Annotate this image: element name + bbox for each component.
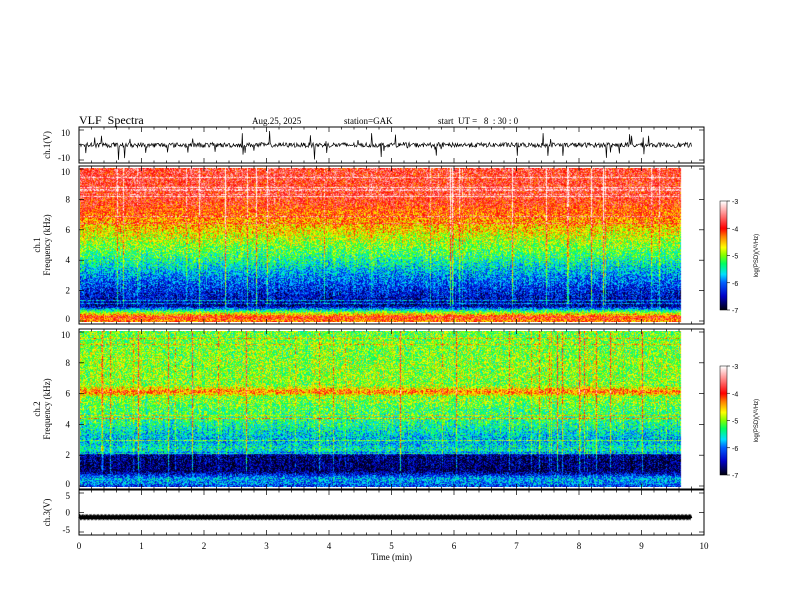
x-tick-label: 1 <box>139 541 144 551</box>
date-label: Aug.25, 2025 <box>252 116 302 126</box>
x-tick-label: 7 <box>514 541 519 551</box>
ch2-spectrogram-heatmap <box>80 331 693 487</box>
ch1-colorbar <box>720 201 727 310</box>
ch3-waveform-frame <box>78 489 705 536</box>
colorbar-frame <box>719 365 728 476</box>
y-tick-label: 6 <box>66 225 71 235</box>
y-tick-label: 2 <box>66 286 71 296</box>
colorbar-tick-label: -5 <box>732 419 738 426</box>
figure-title: VLF Spectra <box>79 113 144 127</box>
colorbar-tick-label: -4 <box>732 391 738 398</box>
colorbar-tick-label: -7 <box>732 473 738 480</box>
colorbar-frame <box>719 200 728 311</box>
x-tick-label: 4 <box>327 541 332 551</box>
y-tick-label: -5 <box>63 525 71 535</box>
colorbar-label: log(PSD)(V²/Hz) <box>754 234 760 277</box>
y-tick-label: 4 <box>66 419 71 429</box>
station-label: station=GAK <box>344 116 393 126</box>
x-tick-label: 8 <box>577 541 582 551</box>
colorbar-tick-label: -5 <box>732 254 738 261</box>
y-tick-label: 0 <box>66 479 71 489</box>
ch3-waveform-trace <box>78 513 693 521</box>
colorbar-tick-label: -3 <box>732 364 738 371</box>
colorbar-label: log(PSD)(V²/Hz) <box>754 399 760 442</box>
y-tick-label: 5 <box>66 491 71 501</box>
x-tick-label: 9 <box>639 541 644 551</box>
x-tick-label: 5 <box>389 541 394 551</box>
x-tick-label: 0 <box>77 541 82 551</box>
x-axis-label: Time (min) <box>371 552 412 562</box>
ch1-spectrogram-heatmap <box>80 168 693 322</box>
x-tick-label: 10 <box>700 541 710 551</box>
x-tick-label: 2 <box>202 541 207 551</box>
ch1-waveform-trace <box>78 130 692 160</box>
ch2-spectrogram-ylabel: Frequency (kHz) <box>42 378 52 439</box>
y-tick-label: 8 <box>66 194 71 204</box>
ch1-waveform-ylabel: ch.1(V) <box>42 131 52 159</box>
ch1-spectrogram-ylabel: ch.1 <box>32 237 42 252</box>
y-tick-label: 4 <box>66 255 71 265</box>
ch1-spectrogram-ylabel: Frequency (kHz) <box>42 214 52 275</box>
ch1-waveform-frame <box>78 126 705 164</box>
colorbar-tick-label: -3 <box>732 199 738 206</box>
y-tick-label: 10 <box>61 128 71 138</box>
y-tick-label: 6 <box>66 389 71 399</box>
y-tick-label: 2 <box>66 450 71 460</box>
y-tick-label: 0 <box>66 508 71 518</box>
y-tick-label: 8 <box>66 358 71 368</box>
start-time-label: start UT = 8 : 30 : 0 <box>438 116 519 126</box>
colorbar-tick-label: -6 <box>732 281 738 288</box>
colorbar-tick-label: -6 <box>732 446 738 453</box>
x-tick-label: 6 <box>452 541 457 551</box>
ch2-colorbar <box>720 366 727 475</box>
colorbar-tick-label: -4 <box>732 226 738 233</box>
ch2-spectrogram-ylabel: ch.2 <box>32 401 42 416</box>
ch1-spectrogram-frame <box>78 165 705 325</box>
ch2-spectrogram-frame <box>78 328 705 490</box>
x-tick-label: 3 <box>264 541 269 551</box>
y-tick-label: 10 <box>61 330 71 340</box>
ch3-waveform-ylabel: ch.3(V) <box>42 499 52 527</box>
y-tick-label: 10 <box>61 167 71 177</box>
y-tick-label: 0 <box>66 314 71 324</box>
colorbar-tick-label: -7 <box>732 308 738 315</box>
y-tick-label: -10 <box>58 153 70 163</box>
